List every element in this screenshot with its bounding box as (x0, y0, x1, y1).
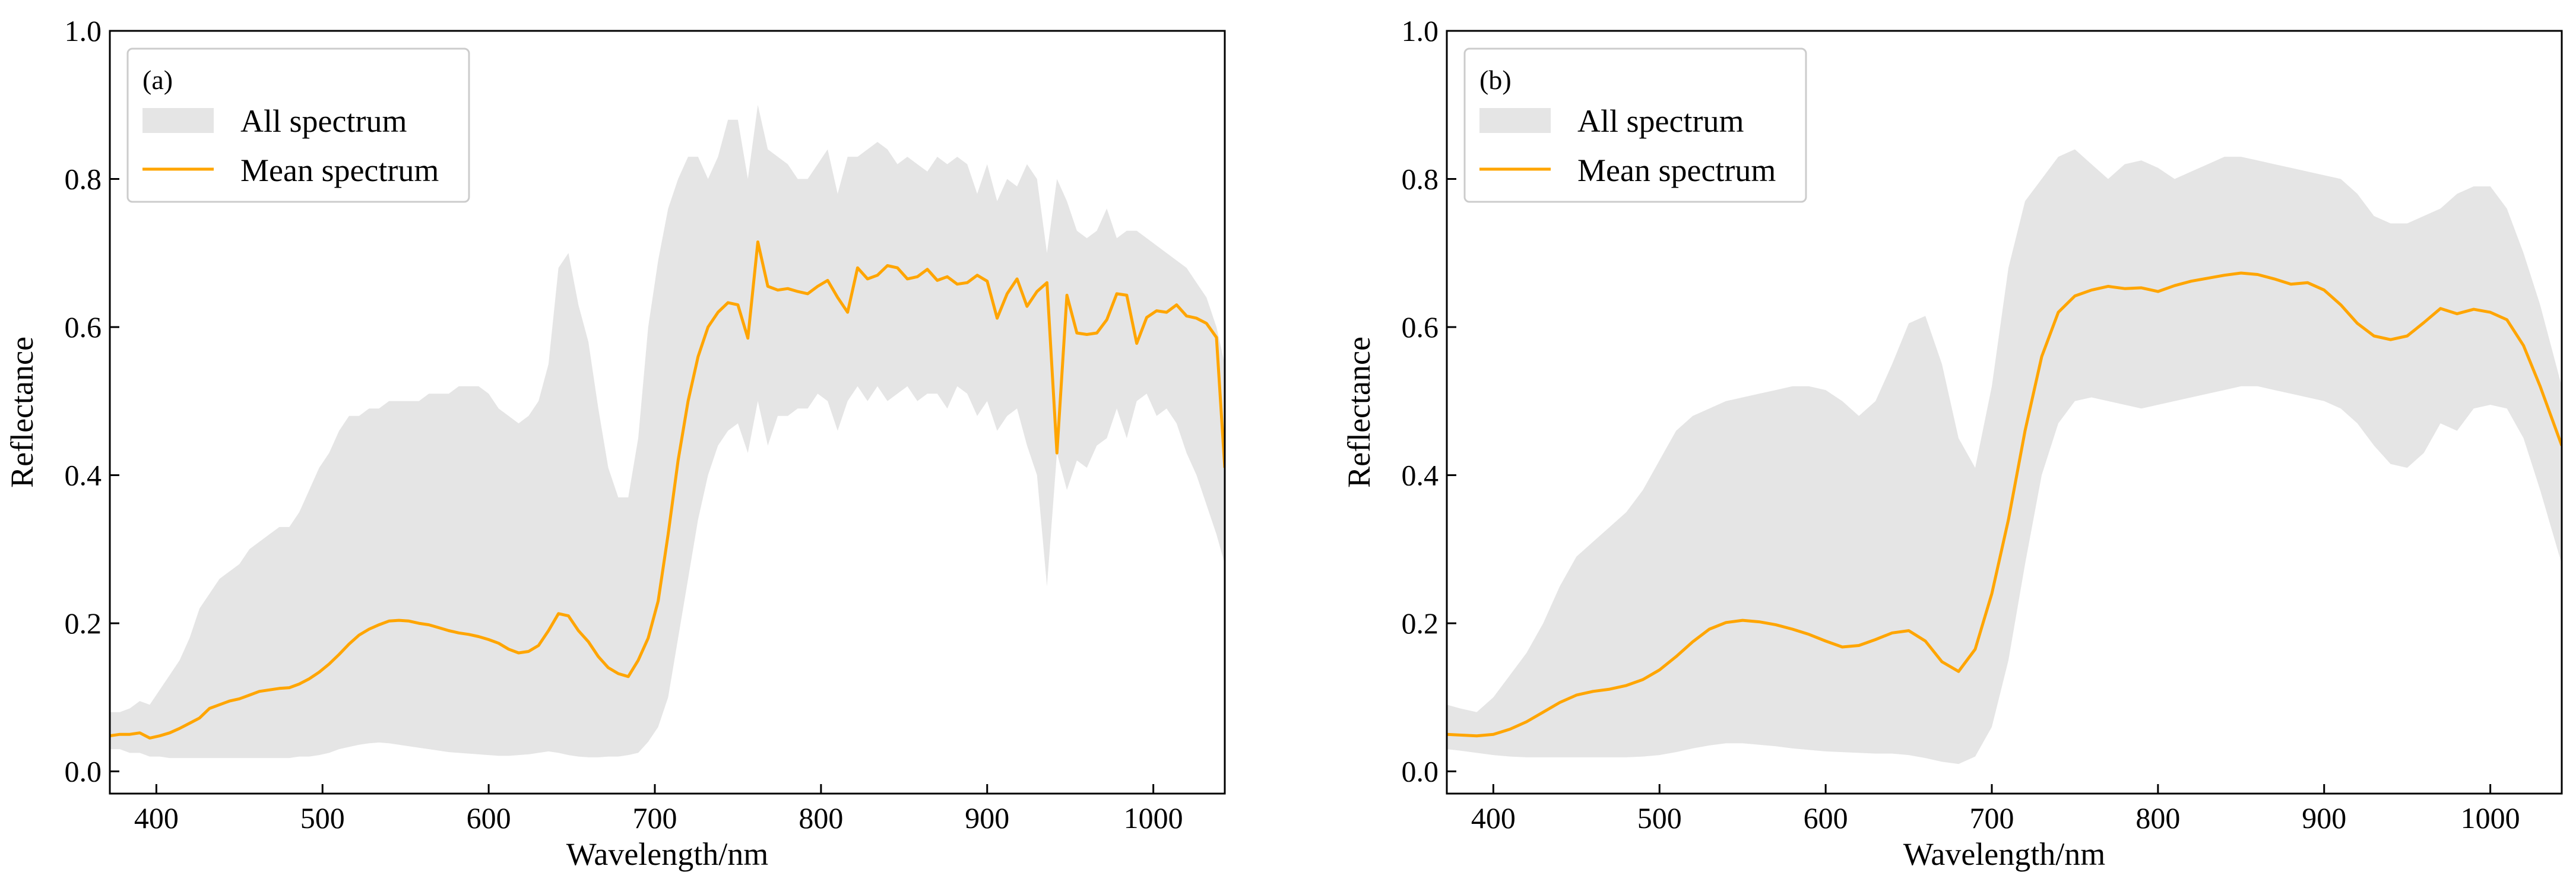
plot-frame (1446, 30, 2563, 795)
y-tick-label: 0.6 (1402, 310, 1439, 344)
plot-frame (109, 30, 1226, 795)
legend-band-swatch (142, 108, 214, 133)
y-tick-label: 0.0 (1402, 755, 1439, 788)
x-tick-label: 1000 (2461, 801, 2520, 835)
legend-box (1463, 47, 1807, 203)
x-tick-label: 800 (2135, 801, 2180, 835)
x-tick-label: 400 (1471, 801, 1516, 835)
x-axis-label: Wavelength/nm (566, 836, 769, 872)
ticks-layer: 400 500 600 700 800 900 1000 0.0 0.2 0.4 0.6 0.8 1.0 (1402, 14, 2520, 835)
x-tick-label: 400 (134, 801, 179, 835)
x-tick-label: 1000 (1124, 801, 1183, 835)
x-axis-label: Wavelength/nm (1903, 836, 2106, 872)
panel-a: 400 500 600 700 800 900 1000 0.0 0.2 0.4 0.6 0.8 1.0… (4, 14, 1226, 872)
y-tick-label: 1.0 (65, 14, 102, 47)
x-tick-label: 800 (799, 801, 843, 835)
legend-box (126, 47, 470, 203)
all-spectrum-band (1447, 149, 2562, 765)
y-axis-label: Reflectance (1341, 337, 1377, 488)
legend-label-all-spectrum: All spectrum (240, 103, 407, 139)
mean-spectrum-line (1447, 271, 2562, 738)
x-tick-label: 700 (633, 801, 677, 835)
ticks-layer: 400 500 600 700 800 900 1000 0.0 0.2 0.4 0.6 0.8 1.0 (65, 14, 1183, 835)
panel-label: (a) (142, 65, 173, 95)
legend-band-swatch (1479, 108, 1551, 133)
all-spectrum-band (110, 104, 1225, 759)
x-tick-label: 600 (1804, 801, 1848, 835)
plot-area (1447, 149, 2562, 765)
legend-label-mean-spectrum: Mean spectrum (1577, 153, 1776, 188)
y-tick-label: 0.2 (1402, 607, 1439, 640)
y-tick-label: 0.8 (65, 163, 102, 196)
x-tick-label: 700 (1970, 801, 2014, 835)
y-axis-label: Reflectance (4, 337, 40, 488)
x-tick-label: 500 (300, 801, 345, 835)
x-tick-label: 500 (1637, 801, 1682, 835)
legend: (a) All spectrum Mean spectrum (126, 47, 470, 203)
y-tick-label: 0.6 (65, 310, 102, 344)
y-tick-label: 0.8 (1402, 163, 1439, 196)
panel-b: 400 500 600 700 800 900 1000 0.0 0.2 0.4 0.6 0.8 1.0… (1341, 14, 2563, 872)
y-tick-label: 0.0 (65, 755, 102, 788)
legend-label-mean-spectrum: Mean spectrum (240, 153, 439, 188)
x-tick-label: 900 (2302, 801, 2346, 835)
y-tick-label: 1.0 (1402, 14, 1439, 47)
legend-label-all-spectrum: All spectrum (1577, 103, 1744, 139)
x-tick-label: 600 (467, 801, 511, 835)
mean-spectrum-line (110, 240, 1225, 740)
panel-label: (b) (1479, 65, 1512, 95)
y-tick-label: 0.2 (65, 607, 102, 640)
y-tick-label: 0.4 (65, 459, 102, 492)
x-tick-label: 900 (965, 801, 1009, 835)
y-tick-label: 0.4 (1402, 459, 1439, 492)
legend: (b) All spectrum Mean spectrum (1463, 47, 1807, 203)
plot-area (110, 104, 1225, 759)
